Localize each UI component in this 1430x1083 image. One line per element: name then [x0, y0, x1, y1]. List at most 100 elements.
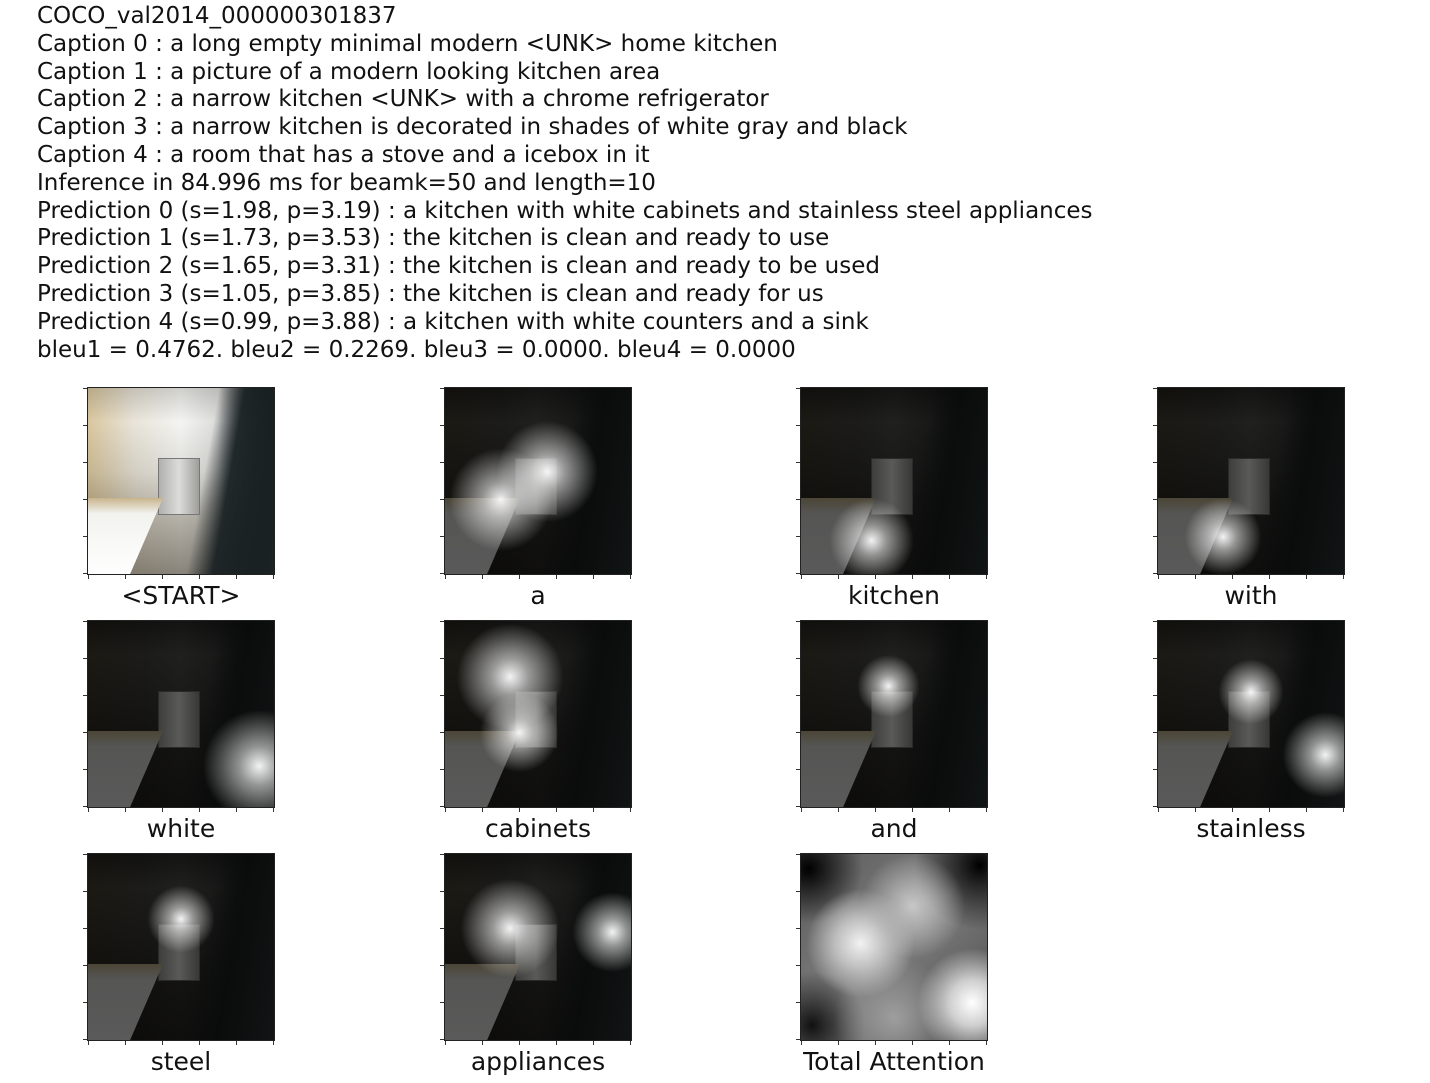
x-tick: [236, 808, 237, 812]
prediction-line: Prediction 4 (s=0.99, p=3.88) : a kitche…: [37, 308, 869, 335]
attention-panel: white: [83, 620, 275, 843]
kitchen-photo: [87, 387, 275, 575]
y-tick: [440, 928, 444, 929]
x-tick: [912, 575, 913, 579]
x-tick: [273, 808, 274, 812]
y-tick: [83, 1002, 87, 1003]
y-axis-ticks: [1152, 387, 1157, 575]
x-tick: [162, 808, 163, 812]
x-axis-ticks: [87, 1041, 275, 1046]
x-axis-ticks: [87, 575, 275, 580]
y-tick: [1153, 695, 1157, 696]
attention-map: [1157, 620, 1345, 808]
attention-panel: and: [796, 620, 988, 843]
y-tick: [83, 536, 87, 537]
y-tick: [796, 499, 800, 500]
x-tick: [1195, 808, 1196, 812]
x-tick: [556, 575, 557, 579]
y-tick: [440, 769, 444, 770]
y-axis-ticks: [795, 387, 800, 575]
x-tick: [519, 1041, 520, 1045]
attention-map: [87, 853, 275, 1041]
attention-map: [1157, 387, 1345, 575]
prediction-line: Prediction 3 (s=1.05, p=3.85) : the kitc…: [37, 280, 824, 307]
y-tick: [796, 854, 800, 855]
y-tick: [440, 695, 444, 696]
y-tick: [83, 1039, 87, 1040]
x-tick: [875, 1041, 876, 1045]
x-tick: [838, 575, 839, 579]
panel-word-label: cabinets: [485, 814, 591, 843]
panel-word-label: steel: [150, 1047, 212, 1076]
x-tick: [199, 575, 200, 579]
y-tick: [440, 388, 444, 389]
y-axis-ticks: [439, 853, 444, 1041]
x-tick: [125, 1041, 126, 1045]
x-tick: [986, 808, 987, 812]
y-tick: [83, 965, 87, 966]
panel-word-label: with: [1224, 581, 1278, 610]
y-axis-ticks: [82, 620, 87, 808]
y-tick: [83, 658, 87, 659]
y-tick: [1153, 573, 1157, 574]
y-tick: [796, 1002, 800, 1003]
y-tick: [1153, 658, 1157, 659]
x-tick: [875, 808, 876, 812]
y-tick: [83, 695, 87, 696]
y-tick: [83, 769, 87, 770]
x-axis-ticks: [800, 575, 988, 580]
x-tick: [801, 575, 802, 579]
y-tick: [796, 928, 800, 929]
x-tick: [556, 1041, 557, 1045]
y-tick: [440, 732, 444, 733]
attention-map: [800, 620, 988, 808]
y-axis-ticks: [439, 620, 444, 808]
y-axis-ticks: [82, 853, 87, 1041]
y-axis-ticks: [795, 620, 800, 808]
x-tick: [593, 808, 594, 812]
y-tick: [796, 1039, 800, 1040]
prediction-line: Prediction 0 (s=1.98, p=3.19) : a kitche…: [37, 197, 1093, 224]
x-tick: [838, 808, 839, 812]
x-tick: [593, 575, 594, 579]
y-tick: [1153, 536, 1157, 537]
attention-panel: with: [1153, 387, 1345, 610]
y-tick: [1153, 621, 1157, 622]
x-tick: [1195, 575, 1196, 579]
x-tick: [630, 575, 631, 579]
x-tick: [875, 575, 876, 579]
caption-header: COCO_val2014_000000301837 Caption 0 : a …: [37, 3, 1417, 364]
prediction-line: Prediction 1 (s=1.73, p=3.53) : the kitc…: [37, 225, 830, 252]
x-tick: [236, 575, 237, 579]
x-tick: [199, 808, 200, 812]
total-attention-map: [800, 853, 988, 1041]
x-tick: [236, 1041, 237, 1045]
ground-truth-caption: Caption 4 : a room that has a stove and …: [37, 141, 650, 168]
x-tick: [88, 1041, 89, 1045]
y-tick: [440, 536, 444, 537]
y-tick: [83, 891, 87, 892]
x-tick: [949, 1041, 950, 1045]
y-tick: [440, 621, 444, 622]
x-axis-ticks: [800, 1041, 988, 1046]
x-tick: [912, 808, 913, 812]
attention-panel: stainless: [1153, 620, 1345, 843]
x-tick: [630, 808, 631, 812]
y-tick: [83, 806, 87, 807]
panel-word-label: a: [530, 581, 546, 610]
attention-map: [444, 853, 632, 1041]
ground-truth-caption: Caption 1 : a picture of a modern lookin…: [37, 58, 661, 85]
y-tick: [83, 854, 87, 855]
y-tick: [440, 854, 444, 855]
x-tick: [556, 808, 557, 812]
y-tick: [83, 388, 87, 389]
y-tick: [1153, 425, 1157, 426]
y-tick: [796, 462, 800, 463]
x-tick: [593, 1041, 594, 1045]
x-tick: [482, 575, 483, 579]
x-tick: [1269, 575, 1270, 579]
x-tick: [162, 1041, 163, 1045]
x-axis-ticks: [87, 808, 275, 813]
x-tick: [199, 1041, 200, 1045]
